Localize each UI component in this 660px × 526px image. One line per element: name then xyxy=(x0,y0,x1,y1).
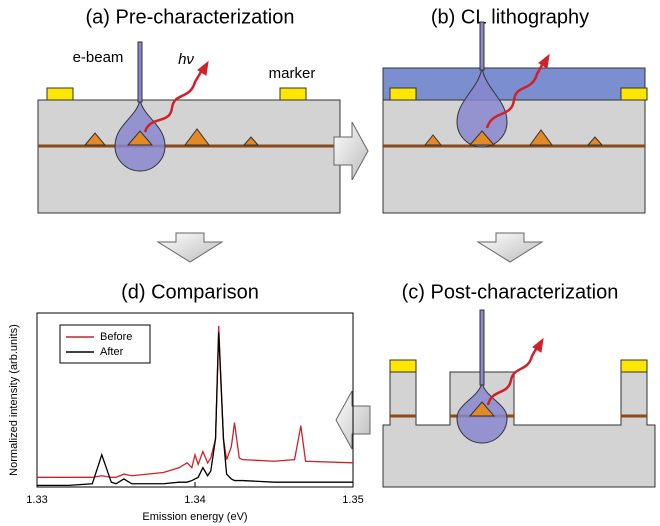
legend-label: After xyxy=(100,346,124,358)
spectrum-line xyxy=(37,325,354,478)
panel-a-diagram xyxy=(37,41,341,214)
label: e-beam xyxy=(73,49,124,66)
label: marker xyxy=(269,65,316,82)
panel-c-diagram xyxy=(382,309,656,488)
panel-b-diagram xyxy=(382,21,648,214)
panel-title: (b) CL lithography xyxy=(431,6,589,28)
x-tick-label: 1.33 xyxy=(26,494,47,506)
panel-title: (c) Post-characterization xyxy=(402,281,619,303)
legend-box xyxy=(59,324,151,364)
spectrum-line xyxy=(37,332,353,487)
legend-label: Before xyxy=(100,331,132,343)
x-axis-label: Emission energy (eV) xyxy=(142,511,247,523)
y-axis-label: Normalized intensity (arb.units) xyxy=(8,324,20,476)
label: hν xyxy=(178,51,194,68)
chart-title: (d) Comparison xyxy=(121,281,259,303)
x-tick-label: 1.34 xyxy=(184,494,205,506)
x-tick-label: 1.35 xyxy=(342,494,363,506)
panel-title: (a) Pre-characterization xyxy=(86,6,295,28)
